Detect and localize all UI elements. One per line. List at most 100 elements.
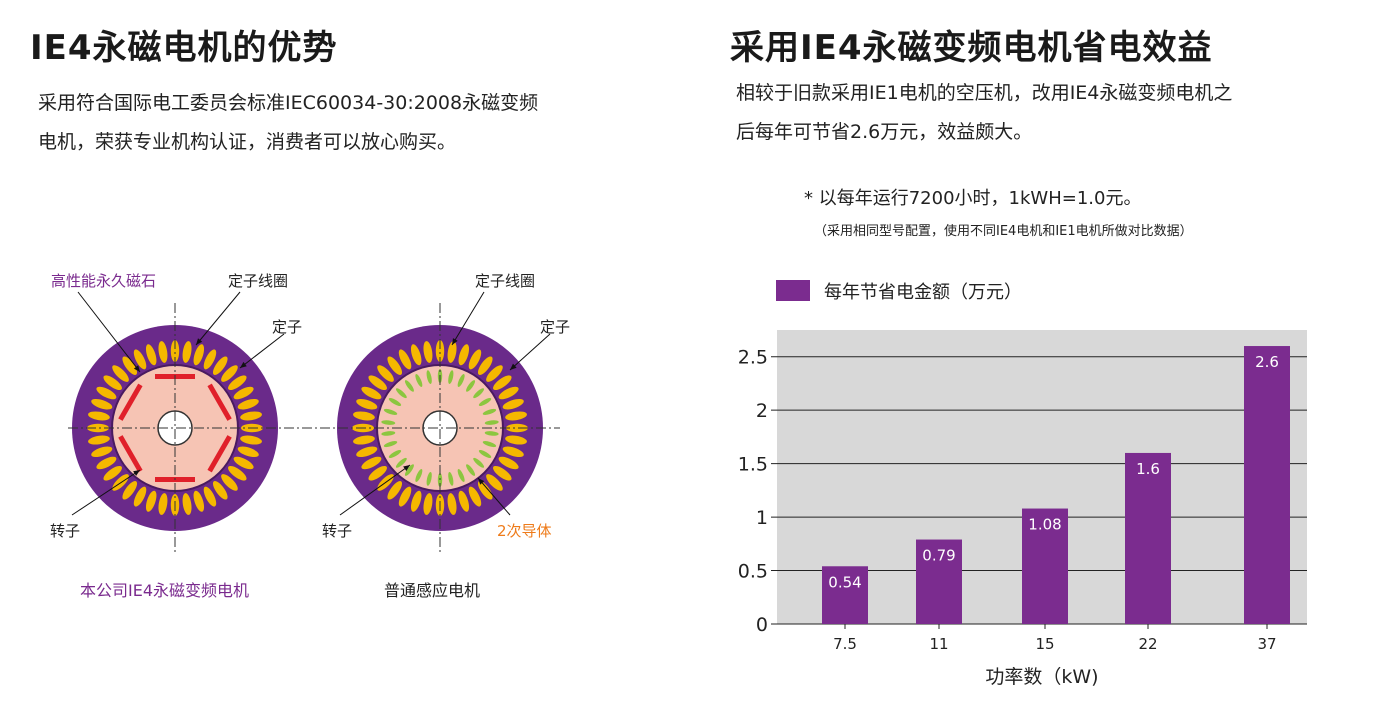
stator-coil-slot — [133, 349, 147, 370]
legend-swatch — [776, 280, 810, 301]
stator-coil-slot — [423, 341, 433, 363]
bar-value-label: 0.79 — [922, 547, 955, 565]
y-tick-label: 1.5 — [738, 454, 768, 476]
permanent-magnet — [207, 435, 232, 473]
pointer-line — [451, 291, 485, 346]
label-permanent-magnet: 高性能永久磁石 — [51, 272, 157, 290]
ie4-permanent-magnet-motor — [72, 303, 278, 553]
stator-coil-slot — [486, 365, 503, 382]
stator-coil-slot — [212, 356, 228, 375]
x-tick-label: 22 — [1138, 635, 1157, 653]
secondary-conductor-bar — [426, 472, 432, 486]
stator-coil-slot — [145, 344, 157, 366]
savings-bar-chart: 0.54 0.79 1.08 1.6 2.6 0 0.5 1 1.5 2 2.5 7.5 11 15 2… — [738, 330, 1307, 688]
stator-coil-slot — [458, 490, 470, 512]
stator-coil-slot — [237, 398, 259, 410]
stator-coil-slot — [233, 386, 254, 400]
caption-ie4-motor: 本公司IE4永磁变频电机 — [80, 581, 250, 600]
y-tick-label: 0.5 — [738, 561, 768, 583]
pointer-line — [509, 333, 551, 371]
pointer-arrowhead — [478, 478, 485, 485]
pointer-line — [339, 464, 411, 516]
pointer-arrowhead — [196, 338, 203, 345]
pointer-line — [195, 291, 241, 346]
y-tick-label: 0 — [756, 614, 768, 636]
secondary-conductor-bar — [484, 431, 499, 436]
pointer-line — [77, 291, 141, 373]
secondary-conductor-bar — [466, 464, 476, 476]
secondary-conductor-bar — [473, 388, 485, 399]
right-paragraph-line-1: 相较于旧款采用IE1电机的空压机，改用IE4永磁变频电机之 — [736, 82, 1233, 104]
stator-coil-slot — [506, 423, 528, 433]
bar — [1244, 346, 1290, 624]
stator-coil-slot — [368, 375, 387, 391]
stator-coil-slot — [353, 435, 375, 445]
stator-coil-slot — [158, 341, 168, 363]
stator-coil-slot — [477, 356, 493, 375]
left-title: IE4永磁电机的优势 — [30, 28, 338, 68]
bar — [916, 539, 962, 624]
stator-coil-slot — [505, 435, 527, 445]
stator-coil-slot — [158, 493, 168, 515]
caption-induction-motor: 普通感应电机 — [384, 581, 481, 600]
stator-coil-slot — [468, 486, 482, 507]
bar-value-label: 2.6 — [1255, 353, 1279, 371]
right-paragraph-line-2: 后每年可节省2.6万元，效益颇大。 — [736, 121, 1033, 143]
stator-coil-slot — [233, 456, 254, 470]
stator-coil-slot — [122, 356, 138, 375]
stator-coil-slot — [228, 375, 247, 391]
stator-coil-slot — [377, 365, 394, 382]
footnote-comparison: （采用相同型号配置，使用不同IE4电机和IE1电机所做对比数据） — [814, 224, 1193, 239]
y-tick-labels: 0 0.5 1 1.5 2 2.5 — [738, 347, 768, 636]
pointer-arrowhead — [452, 338, 458, 345]
stator-coil-slot — [387, 356, 403, 375]
stator-coil-slot — [228, 465, 247, 481]
stator-coil-slot — [182, 341, 192, 363]
label-stator-2: 定子 — [540, 318, 571, 336]
secondary-conductor-bar — [415, 374, 423, 387]
label-rotor-2: 转子 — [322, 522, 353, 540]
stator-coil-slot — [237, 446, 259, 458]
stator-coil-slot — [423, 493, 433, 515]
stator-coil-slot — [361, 456, 382, 470]
stator-coil-slot — [368, 465, 387, 481]
bar — [822, 566, 868, 624]
stator-coil-slot — [398, 486, 412, 507]
stator-coil-slot — [112, 365, 129, 382]
secondary-conductor-bar — [388, 450, 402, 458]
stator-coil-slot — [103, 375, 122, 391]
bars: 0.54 0.79 1.08 1.6 2.6 — [822, 346, 1290, 624]
label-stator-coil-2: 定子线圈 — [475, 272, 536, 290]
stator-coil-slot — [361, 386, 382, 400]
stator-coil-slot — [468, 349, 482, 370]
stator-coil-slot — [88, 435, 110, 445]
permanent-magnet — [207, 383, 232, 421]
secondary-conductor-bar — [395, 388, 407, 399]
stator-coil-slot — [88, 411, 110, 421]
stator-coil-slot — [193, 344, 205, 366]
bar — [1022, 508, 1068, 624]
stator-coil-slot — [447, 493, 457, 515]
stator-coil-slot — [410, 344, 422, 366]
pointer-arrowhead — [403, 465, 410, 471]
left-paragraph-line-2: 电机，荣获专业机构认证，消费者可以放心购买。 — [38, 131, 457, 153]
pointer-arrowhead — [510, 363, 517, 370]
secondary-conductor-bar — [482, 408, 497, 415]
left-paragraph: 采用符合国际电工委员会标准IEC60034-30:2008永磁变频 电机，荣获专… — [38, 84, 538, 162]
stator-coil-slot — [182, 493, 192, 515]
stator-coil-slot — [498, 386, 519, 400]
stator-coil-slot — [498, 456, 519, 470]
stator-coil-slot — [493, 375, 512, 391]
secondary-conductor-bar — [457, 469, 465, 482]
stator-coil-slot — [221, 365, 238, 382]
secondary-conductor-bar — [478, 450, 492, 458]
bar — [1125, 452, 1171, 624]
bar-value-label: 1.08 — [1028, 516, 1061, 534]
stator-coil-slot — [96, 456, 117, 470]
stator-coil-slot — [435, 340, 445, 362]
stator-coil-slot — [133, 486, 147, 507]
pointer-line — [71, 469, 141, 516]
stator-coil-slot — [145, 490, 157, 512]
pointer-arrowhead — [240, 361, 247, 368]
label-secondary-conductor: 2次导体 — [497, 522, 552, 540]
